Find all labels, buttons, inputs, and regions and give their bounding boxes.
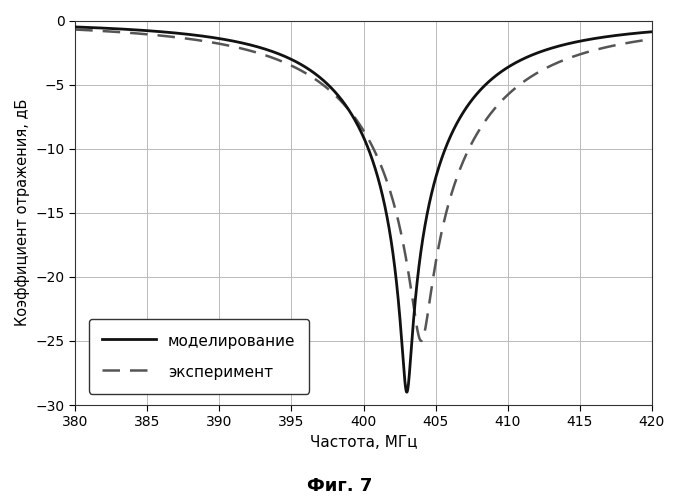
моделирование xyxy=(345,108,354,114)
эксперимент xyxy=(417,338,425,344)
моделирование xyxy=(490,74,498,80)
моделирование xyxy=(318,76,326,82)
моделирование xyxy=(630,30,639,36)
Line: эксперимент: эксперимент xyxy=(75,30,652,341)
эксперимент xyxy=(602,44,610,51)
эксперимент xyxy=(313,78,322,84)
моделирование xyxy=(71,24,80,30)
эксперимент xyxy=(490,106,498,112)
моделирование xyxy=(648,29,656,35)
эксперимент xyxy=(648,36,656,42)
Y-axis label: Коэффициент отражения, дБ: Коэффициент отражения, дБ xyxy=(15,99,30,326)
X-axis label: Частота, МГц: Частота, МГц xyxy=(310,435,418,450)
эксперимент xyxy=(318,81,326,87)
эксперимент xyxy=(630,38,639,44)
моделирование xyxy=(313,72,322,78)
Text: Фиг. 7: Фиг. 7 xyxy=(307,477,373,495)
моделирование xyxy=(403,389,411,395)
эксперимент xyxy=(71,26,80,32)
моделирование xyxy=(602,34,610,40)
эксперимент xyxy=(345,108,354,114)
Line: моделирование: моделирование xyxy=(75,27,652,392)
Legend: моделирование, эксперимент: моделирование, эксперимент xyxy=(88,319,309,394)
